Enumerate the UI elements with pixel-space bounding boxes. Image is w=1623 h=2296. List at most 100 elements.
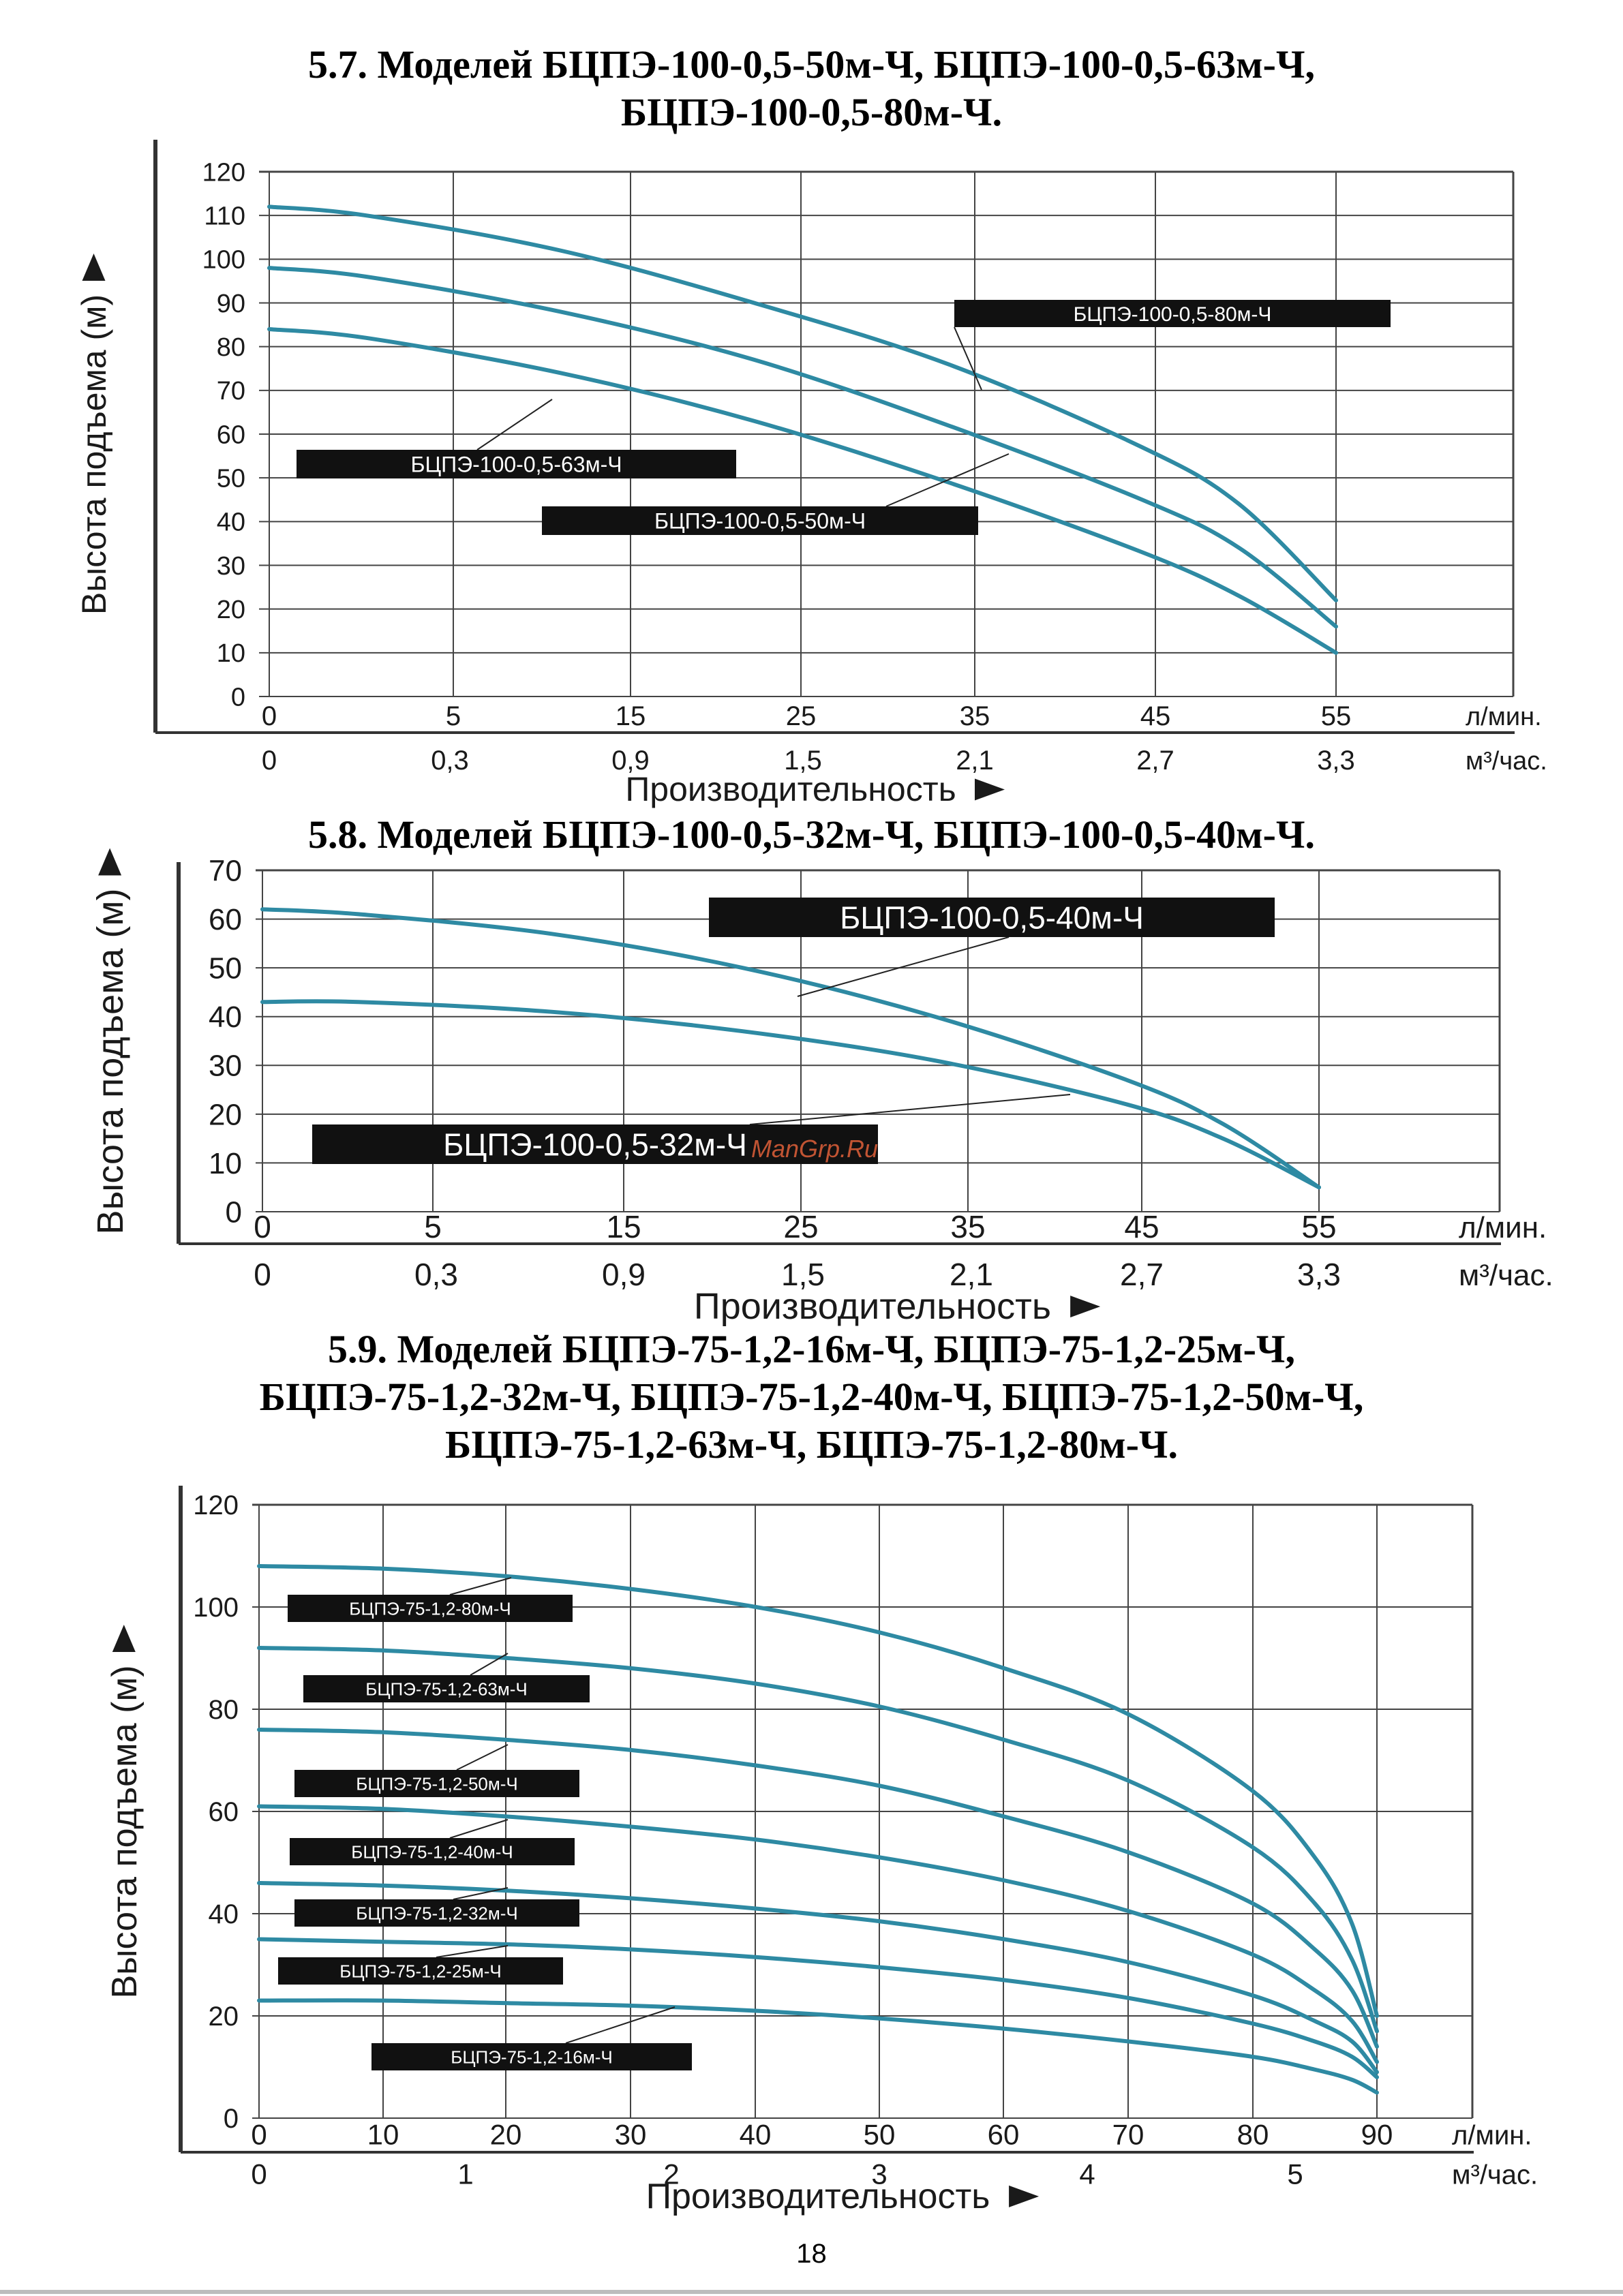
- series-label-box: [294, 1899, 579, 1927]
- y-tick-label: 100: [193, 1593, 239, 1623]
- series-label: БЦПЭ-100-0,5-40м-Ч: [840, 900, 1144, 936]
- section-5-8-title: 5.8. Моделей БЦПЭ-100-0,5-32м-Ч, БЦПЭ-10…: [0, 811, 1623, 859]
- y-axis-title: Высота подъема (м): [75, 294, 113, 615]
- series-line: [257, 1728, 1379, 2049]
- x-tick-label: 15: [606, 1209, 641, 1244]
- x2-tick-label: 3: [871, 2158, 887, 2190]
- x-tick-label: 35: [960, 701, 990, 731]
- x-axis-arrow-icon: [975, 778, 1005, 801]
- x-tick-label: 70: [1112, 2119, 1144, 2151]
- series-label: БЦПЭ-75-1,2-32м-Ч: [356, 1903, 518, 1923]
- x2-tick-label: 3,3: [1297, 1257, 1341, 1292]
- x-tick-label: 25: [786, 701, 817, 731]
- x-tick-label: 50: [864, 2119, 896, 2151]
- y-tick-label: 0: [231, 683, 245, 711]
- footer-divider: [0, 2290, 1623, 2294]
- y-tick-label: 20: [209, 2002, 239, 2032]
- x2-unit-label: м³/час.: [1452, 2160, 1538, 2190]
- x2-tick-label: 0: [254, 1257, 271, 1292]
- x2-tick-label: 2: [663, 2158, 679, 2190]
- series-line: [260, 999, 1321, 1190]
- series-line: [267, 204, 1338, 602]
- series-label: БЦПЭ-75-1,2-80м-Ч: [349, 1598, 511, 1619]
- series-line: [257, 1881, 1379, 2075]
- series-label: БЦПЭ-75-1,2-25м-Ч: [339, 1961, 502, 1981]
- y-tick-label: 20: [209, 1098, 242, 1131]
- x-tick-label: 55: [1321, 701, 1352, 731]
- y-tick-label: 50: [209, 952, 242, 985]
- x2-tick-label: 2,1: [950, 1257, 993, 1292]
- y-tick-label: 0: [224, 2104, 239, 2134]
- chart-5-9: 0 20 40 60 80 100 120 0 10 20 30 40 50 60 70 80 90 0 1 2 3 4 5…: [105, 1486, 1538, 2216]
- x-tick-label: 80: [1237, 2119, 1269, 2151]
- y-axis-title: Высота подъема (м): [105, 1665, 145, 1998]
- x2-unit-label: м³/час.: [1466, 747, 1547, 776]
- y-axis-arrow-icon: [82, 254, 106, 281]
- chart-5-7: 0 10 20 30 40 50 60 70 80 90 100 110 120 0 5 15 25 35 45 55…: [75, 140, 1547, 808]
- series-label-leader: [456, 1744, 509, 1771]
- series-label-box: [542, 506, 978, 535]
- series-label-leader: [436, 1945, 509, 1958]
- x-tick-label: 0: [262, 701, 277, 731]
- y-tick-label: 70: [209, 854, 242, 887]
- section-5-9-title: 5.9. Моделей БЦПЭ-75-1,2-16м-Ч, БЦПЭ-75-…: [0, 1326, 1623, 1469]
- series-label-box: [294, 1770, 579, 1797]
- y-axis-arrow-icon: [98, 848, 122, 876]
- grid: [259, 170, 1515, 697]
- series-label-box: [371, 2043, 692, 2070]
- series-label-box: [709, 898, 1275, 937]
- series-label-leader: [565, 2006, 676, 2044]
- y-tick-label: 60: [209, 1797, 239, 1827]
- y-tick-label: 70: [217, 377, 245, 405]
- series-label: БЦПЭ-100-0,5-32м-Ч: [443, 1127, 747, 1163]
- series-label-leader: [470, 1653, 509, 1676]
- watermark: ManGrp.Ru: [751, 1135, 878, 1163]
- x-tick-label: 10: [367, 2119, 399, 2151]
- series-line: [257, 1564, 1379, 2018]
- series-label-box: [278, 1957, 563, 1985]
- x-tick-label: 5: [446, 701, 461, 731]
- x-tick-label: 5: [424, 1209, 442, 1244]
- y-tick-label: 0: [226, 1195, 242, 1229]
- x-axis-arrow-icon: [1009, 2185, 1040, 2207]
- x2-tick-label: 2,7: [1120, 1257, 1164, 1292]
- x-tick-label: 0: [251, 2119, 267, 2151]
- x2-tick-label: 1,5: [784, 746, 822, 776]
- series-line: [257, 1646, 1379, 2034]
- title-line: БЦПЭ-75-1,2-63м-Ч, БЦПЭ-75-1,2-80м-Ч.: [445, 1422, 1178, 1467]
- page-number: 18: [796, 2239, 827, 2269]
- y-tick-label: 30: [209, 1050, 242, 1083]
- x-tick-label: 45: [1140, 701, 1171, 731]
- x-tick-label: 60: [988, 2119, 1020, 2151]
- x-axis-title: Производительность: [625, 770, 956, 808]
- series-label: БЦПЭ-75-1,2-63м-Ч: [365, 1679, 528, 1699]
- x2-tick-label: 0: [262, 746, 277, 776]
- title-line: БЦПЭ-100-0,5-80м-Ч.: [620, 90, 1003, 134]
- x2-tick-label: 4: [1079, 2158, 1095, 2190]
- x-axis-title: Производительность: [646, 2177, 990, 2216]
- series-label: БЦПЭ-100-0,5-50м-Ч: [654, 509, 866, 534]
- x2-tick-label: 0,3: [431, 746, 469, 776]
- y-tick-label: 120: [193, 1490, 239, 1520]
- y-tick-label: 80: [209, 1695, 239, 1725]
- x-unit-label: л/мин.: [1452, 2121, 1532, 2151]
- x2-tick-label: 2,7: [1136, 746, 1174, 776]
- x-tick-label: 90: [1361, 2119, 1393, 2151]
- series-line: [267, 327, 1338, 655]
- y-tick-label: 120: [202, 158, 245, 187]
- series-label: БЦПЭ-75-1,2-50м-Ч: [356, 1773, 518, 1794]
- series-label-box: [954, 300, 1391, 327]
- x2-tick-label: 2,1: [956, 746, 994, 776]
- series-line: [260, 907, 1321, 1190]
- series-label-box: [288, 1595, 573, 1622]
- x2-unit-label: м³/час.: [1459, 1259, 1553, 1292]
- x-axis-title: Производительность: [694, 1286, 1051, 1327]
- series-label-leader: [476, 399, 553, 450]
- y-tick-label: 20: [217, 596, 245, 624]
- y-tick-label: 110: [204, 202, 245, 230]
- series-label-box: [303, 1675, 590, 1702]
- title-line: БЦПЭ-75-1,2-32м-Ч, БЦПЭ-75-1,2-40м-Ч, БЦ…: [259, 1375, 1364, 1419]
- y-tick-label: 30: [217, 552, 245, 581]
- series-label-leader: [449, 1577, 512, 1595]
- series-label: БЦПЭ-100-0,5-80м-Ч: [1074, 303, 1272, 326]
